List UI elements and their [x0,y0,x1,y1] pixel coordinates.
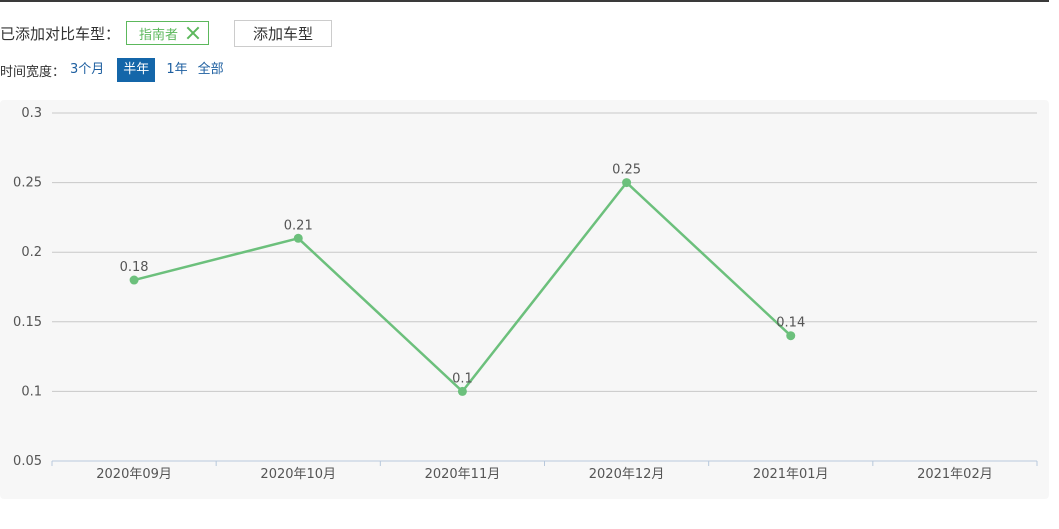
x-tick-label: 2020年09月 [96,467,172,482]
data-label: 0.25 [612,163,641,178]
model-tag: 指南者 [126,21,210,45]
range-option-3-months[interactable]: 3个月 [70,62,105,77]
model-tag-label: 指南者 [139,27,179,43]
compare-label: 已添加对比车型： [0,24,121,43]
top-border [0,0,1049,2]
y-tick-label: 0.05 [13,454,42,469]
data-point [786,331,796,341]
x-tick-label: 2020年10月 [260,467,336,482]
close-icon[interactable] [186,26,200,40]
data-label: 0.1 [452,371,473,386]
data-point [622,178,632,188]
data-label: 0.14 [776,316,805,331]
y-tick-label: 0.1 [21,384,42,399]
data-point [457,386,467,396]
range-option-half-year[interactable]: 半年 [117,58,156,82]
data-label: 0.18 [120,260,149,275]
y-tick-label: 0.25 [13,176,42,191]
y-tick-label: 0.2 [21,245,42,260]
compare-bar: 已添加对比车型： 指南者 添加车型 [0,19,333,47]
y-tick-label: 0.15 [13,315,42,330]
data-label: 0.21 [284,218,313,233]
time-range-label: 时间宽度： [0,64,66,80]
chart-panel: 0.05 0.1 0.15 0.2 0.25 0.3 2020年09月 2020年10月 202… [0,100,1049,499]
range-option-1-year[interactable]: 1年 [166,62,188,77]
add-model-button[interactable]: 添加车型 [234,19,333,47]
data-point [293,233,303,243]
x-tick-label: 2021年01月 [753,467,829,482]
y-tick-label: 0.3 [21,106,42,121]
line-chart: 0.05 0.1 0.15 0.2 0.25 0.3 2020年09月 2020年10月 202… [13,106,1038,482]
x-tick-label: 2020年12月 [589,467,665,482]
time-range-bar: 时间宽度： 3个月 半年 1年 全部 [0,58,229,82]
data-point [129,275,139,285]
series-line [132,181,792,393]
range-option-all[interactable]: 全部 [197,62,224,77]
x-tick-label: 2021年02月 [917,467,993,482]
x-tick-label: 2020年11月 [425,467,501,482]
